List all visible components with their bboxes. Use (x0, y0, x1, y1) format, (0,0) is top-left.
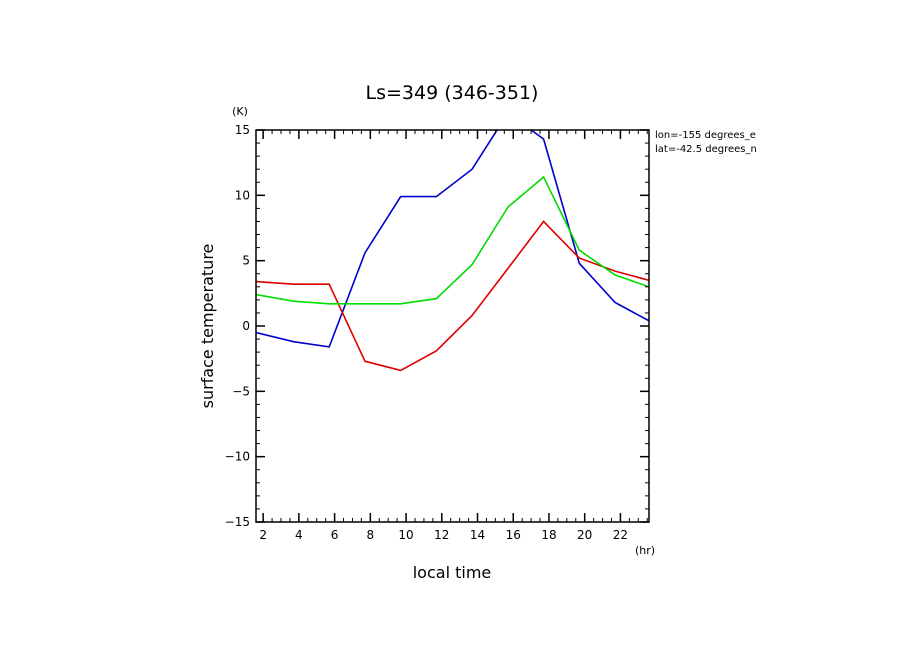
plot-frame (255, 129, 650, 523)
x-tick-label: 6 (331, 528, 339, 542)
series-line-1 (256, 130, 649, 348)
x-axis-label: local time (413, 563, 492, 582)
x-tick-label: 8 (367, 528, 375, 542)
x-tick-label: 20 (577, 528, 592, 542)
chart-title: Ls=349 (346-351) (366, 82, 539, 104)
y-tick-label: 5 (242, 254, 250, 268)
y-tick-label: 15 (235, 123, 250, 137)
series-line-2 (256, 220, 649, 372)
x-tick-label: 16 (506, 528, 521, 542)
x-tick-label: 12 (434, 528, 449, 542)
y-axis-label: surface temperature (198, 244, 217, 409)
x-tick-label: 4 (295, 528, 303, 542)
x-tick-label: 14 (470, 528, 485, 542)
series-layer (256, 130, 649, 372)
y-tick-label: −10 (225, 450, 250, 464)
info-lon: lon=-155 degrees_e (655, 130, 756, 141)
series-line-3 (256, 175, 649, 305)
info-lat: lat=-42.5 degrees_n (655, 144, 757, 155)
y-tick-label: 10 (235, 188, 250, 202)
x-unit-label: (hr) (635, 544, 655, 557)
ticks-layer: −15 −10 −5 0 5 10 15 2 4 6 8 10 12 14 16 18 20 22 (225, 123, 649, 542)
y-tick-label: −15 (225, 515, 250, 529)
x-tick-label: 22 (613, 528, 628, 542)
y-tick-label: −5 (232, 384, 250, 398)
x-tick-label: 10 (398, 528, 413, 542)
x-tick-label: 18 (541, 528, 556, 542)
y-unit-label: (K) (232, 105, 248, 118)
y-tick-label: 0 (242, 319, 250, 333)
x-tick-label: 2 (259, 528, 267, 542)
